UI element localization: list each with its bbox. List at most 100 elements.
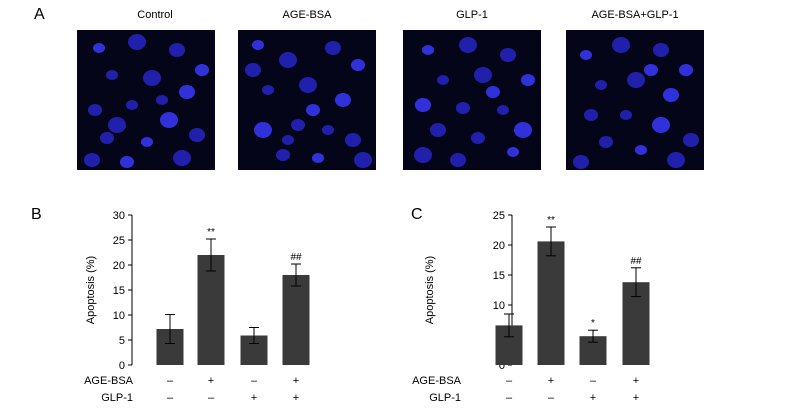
chart-c-significance-label: ** bbox=[547, 215, 555, 226]
chart-b-condition-sign: – bbox=[251, 375, 258, 387]
cell-nucleus bbox=[106, 70, 118, 80]
cell-nucleus bbox=[108, 117, 126, 133]
chart-c-bar bbox=[537, 241, 565, 365]
cell-nucleus bbox=[414, 147, 432, 163]
cell-nucleus bbox=[584, 109, 598, 121]
cell-nucleus bbox=[437, 75, 449, 85]
chart-b-condition-sign: + bbox=[251, 392, 257, 404]
chart-c-y-axis-label: Apoptosis (%) bbox=[424, 256, 436, 324]
cell-nucleus bbox=[128, 34, 146, 50]
cell-nucleus bbox=[507, 147, 519, 157]
chart-b-condition-label: AGE-BSA bbox=[84, 375, 134, 387]
cell-nucleus bbox=[652, 117, 670, 133]
image-label-control: Control bbox=[137, 9, 173, 21]
chart-b-condition-sign: + bbox=[293, 375, 299, 387]
cell-nucleus bbox=[667, 152, 685, 168]
cell-nucleus bbox=[471, 132, 485, 144]
micrograph-age-bsa-glp1 bbox=[566, 30, 704, 170]
chart-b-condition-sign: + bbox=[293, 392, 299, 404]
cell-nucleus bbox=[279, 52, 297, 68]
cell-nucleus bbox=[683, 133, 699, 147]
cell-nucleus bbox=[262, 85, 274, 95]
cell-nucleus bbox=[325, 41, 341, 55]
cell-nucleus bbox=[573, 155, 589, 169]
chart-c-condition-sign: – bbox=[506, 392, 513, 404]
cell-nucleus bbox=[160, 112, 178, 128]
cell-nucleus bbox=[93, 43, 105, 53]
cell-nucleus bbox=[497, 105, 509, 115]
image-label-age-bsa: AGE-BSA bbox=[282, 9, 332, 21]
chart-c-y-tick-label: 0 bbox=[499, 360, 505, 372]
chart-c-condition-sign: – bbox=[506, 375, 513, 387]
cell-nucleus bbox=[245, 63, 261, 77]
cell-nucleus bbox=[156, 95, 168, 105]
cell-nucleus bbox=[663, 88, 679, 102]
chart-b-y-axis-label: Apoptosis (%) bbox=[85, 256, 97, 324]
cell-nucleus bbox=[179, 85, 195, 99]
chart-c-condition-sign: – bbox=[590, 375, 597, 387]
cell-nucleus bbox=[635, 145, 647, 155]
cell-nucleus bbox=[580, 50, 592, 60]
chart-b-y-tick-label: 5 bbox=[119, 335, 125, 347]
cell-nucleus bbox=[126, 100, 138, 110]
chart-b-y-tick-label: 15 bbox=[113, 285, 125, 297]
cell-nucleus bbox=[486, 86, 500, 98]
cell-nucleus bbox=[500, 48, 516, 62]
chart-c-y-tick-label: 15 bbox=[493, 270, 505, 282]
cell-nucleus bbox=[450, 153, 466, 167]
cell-nucleus bbox=[291, 119, 305, 131]
cell-nucleus bbox=[354, 152, 372, 168]
cell-nucleus bbox=[521, 74, 535, 86]
cell-nucleus bbox=[143, 70, 161, 86]
chart-b-condition-sign: + bbox=[208, 375, 214, 387]
chart-c-condition-sign: + bbox=[633, 375, 639, 387]
cell-nucleus bbox=[252, 40, 264, 50]
cell-nucleus bbox=[335, 93, 351, 107]
chart-b-y-tick-label: 20 bbox=[113, 260, 125, 272]
cell-nucleus bbox=[459, 37, 477, 53]
cell-nucleus bbox=[120, 156, 134, 168]
chart-b-y-tick-label: 10 bbox=[113, 310, 125, 322]
chart-b-significance-label: ** bbox=[207, 227, 215, 238]
chart-c-y-tick-label: 20 bbox=[493, 240, 505, 252]
chart-c-condition-label: AGE-BSA bbox=[412, 375, 462, 387]
chart-b-significance-label: ## bbox=[290, 252, 302, 263]
cell-nucleus bbox=[644, 64, 658, 76]
cell-nucleus bbox=[430, 123, 446, 137]
chart-c-condition-sign: – bbox=[548, 392, 555, 404]
chart-b-y-tick-label: 25 bbox=[113, 235, 125, 247]
chart-c-significance-label: ## bbox=[630, 256, 642, 267]
chart-c-y-tick-label: 25 bbox=[493, 210, 505, 222]
cell-nucleus bbox=[88, 104, 102, 116]
cell-nucleus bbox=[422, 45, 434, 55]
cell-nucleus bbox=[189, 128, 205, 142]
micrograph-control bbox=[77, 30, 215, 170]
chart-c-condition-sign: + bbox=[633, 392, 639, 404]
micrograph-age-bsa bbox=[238, 30, 376, 170]
cell-nucleus bbox=[282, 135, 294, 145]
chart-b-y-tick-label: 0 bbox=[119, 360, 125, 372]
cell-nucleus bbox=[620, 110, 632, 120]
chart-b-condition-sign: – bbox=[167, 392, 174, 404]
chart-b-condition-sign: – bbox=[167, 375, 174, 387]
cell-nucleus bbox=[173, 150, 191, 166]
panel-label-b: B bbox=[31, 206, 42, 223]
chart-c-condition-sign: + bbox=[590, 392, 596, 404]
chart-b-y-tick-label: 30 bbox=[113, 210, 125, 222]
image-label-glp1: GLP-1 bbox=[456, 9, 488, 21]
panel-label-a: A bbox=[34, 6, 45, 23]
cell-nucleus bbox=[415, 98, 431, 112]
cell-nucleus bbox=[322, 125, 334, 135]
cell-nucleus bbox=[514, 122, 532, 138]
cell-nucleus bbox=[351, 59, 365, 71]
cell-nucleus bbox=[312, 153, 324, 163]
micrograph-glp1 bbox=[403, 30, 541, 170]
cell-nucleus bbox=[474, 67, 492, 83]
cell-nucleus bbox=[456, 102, 470, 114]
chart-c-significance-label: * bbox=[591, 318, 595, 329]
cell-nucleus bbox=[84, 153, 100, 167]
chart-b-condition-sign: – bbox=[208, 392, 215, 404]
chart-c-condition-sign: + bbox=[548, 375, 554, 387]
cell-nucleus bbox=[254, 122, 272, 138]
